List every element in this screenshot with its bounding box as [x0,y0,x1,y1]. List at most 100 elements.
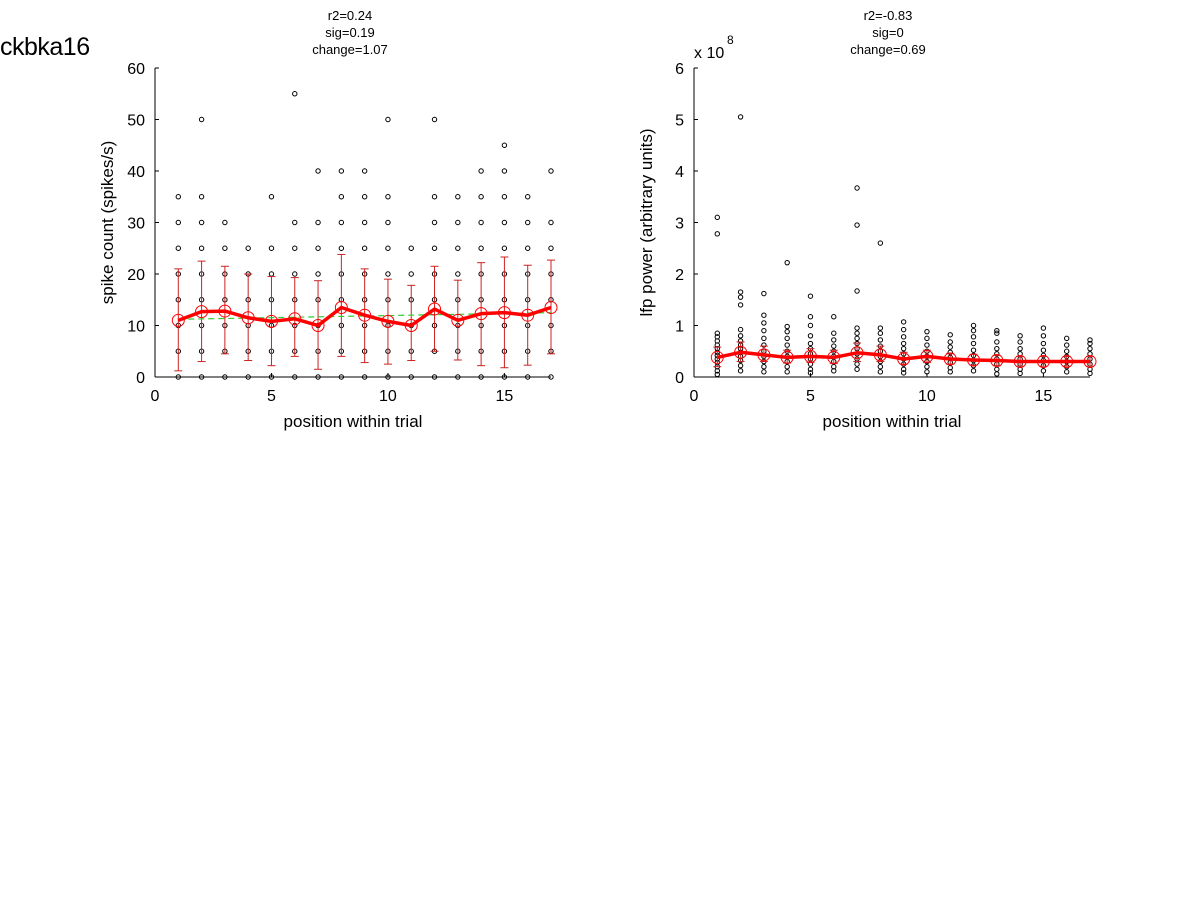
data-point [994,330,1000,336]
mean-marker [404,319,418,332]
data-point [455,194,461,200]
mean-marker [264,314,278,328]
mean-marker [873,348,887,362]
lfp-power-chart: r2=-0.83 sig=0 change=0.69 0 5 10 15 0 1 2 3 4 5 6 pos… [637,8,1097,431]
data-point [714,214,720,221]
y-tick-label: 4 [675,164,684,181]
mean-marker [474,307,488,321]
data-point [877,325,884,331]
data-point [408,271,414,277]
data-point [761,312,767,318]
data-point [900,340,907,347]
data-point [431,219,438,226]
data-point [338,374,345,380]
x-tick-label: 10 [379,388,397,405]
data-point [478,168,484,174]
mean-marker [1060,355,1074,369]
data-point [501,168,508,174]
data-point [338,245,345,251]
data-point [970,347,977,353]
data-point [315,245,321,251]
mean-marker [780,350,794,364]
data-point [501,194,508,200]
mean-marker [241,311,255,325]
data-point [1040,368,1047,374]
data-point [784,369,790,375]
data-point [900,334,907,340]
data-point [924,342,930,348]
data-point [198,374,205,380]
data-point [548,245,554,251]
data-point [1064,335,1070,342]
data-point [361,219,368,226]
data-point [338,194,345,200]
y-tick-label: 6 [675,61,684,78]
x-axis-label: position within trial [284,412,423,431]
data-point [970,368,977,374]
data-point [385,271,391,277]
data-point [1087,370,1093,377]
data-point [361,194,368,200]
data-point [408,374,414,380]
data-point [994,371,1000,377]
chart-title-line: change=0.69 [850,42,926,57]
data-point [970,340,977,347]
data-point [761,290,767,297]
data-point [478,219,484,226]
data-point [385,219,391,226]
mean-marker [1036,355,1050,369]
mean-marker [497,306,511,320]
figure-title: ckbka16 [0,33,90,61]
y-tick-label: 1 [675,319,684,336]
mean-marker [943,352,957,366]
data-point [737,289,744,295]
data-point [807,314,814,320]
data-point [947,332,953,338]
x-tick-label: 15 [496,388,514,405]
chart-title-line: r2=0.24 [328,8,372,23]
data-point [831,368,837,374]
data-point [994,339,1000,345]
mean-marker [827,350,841,364]
data-point [807,293,814,299]
data-point [970,334,977,340]
data-point [525,245,531,251]
data-point [737,326,744,333]
data-point [854,366,860,372]
data-point [714,368,720,374]
mean-marker [734,345,748,359]
data-point [877,330,884,336]
y-tick-label: 3 [675,216,684,233]
data-point [947,344,953,350]
data-point [947,339,953,345]
x-axis-label: position within trial [823,412,962,431]
data-point [245,374,251,380]
data-point [900,319,907,325]
x-tick-label: 15 [1035,388,1053,405]
data-point [877,240,884,246]
data-point [1040,340,1047,347]
data-point [292,271,298,277]
mean-marker [428,302,442,316]
data-point [222,219,228,226]
data-point [175,374,181,380]
data-point [222,374,228,380]
data-point [831,330,837,336]
data-point [854,361,860,367]
x-tick-label: 5 [806,388,815,405]
mean-marker [544,300,558,314]
data-point [501,142,508,148]
mean-marker [850,346,864,360]
y-axis-label: lfp power (arbitrary units) [637,128,656,316]
spike-count-chart: r2=0.24 sig=0.19 change=1.07 0 5 10 15 0 10 20 30 4… [98,8,558,431]
data-point [175,194,181,200]
data-point [478,374,484,380]
data-point [947,369,953,375]
mean-marker [381,314,395,328]
y-tick-label: 60 [127,61,145,78]
data-point [807,366,814,372]
data-point [831,343,837,349]
mean-marker [920,349,934,363]
data-point [1064,342,1070,348]
data-point [737,362,744,369]
